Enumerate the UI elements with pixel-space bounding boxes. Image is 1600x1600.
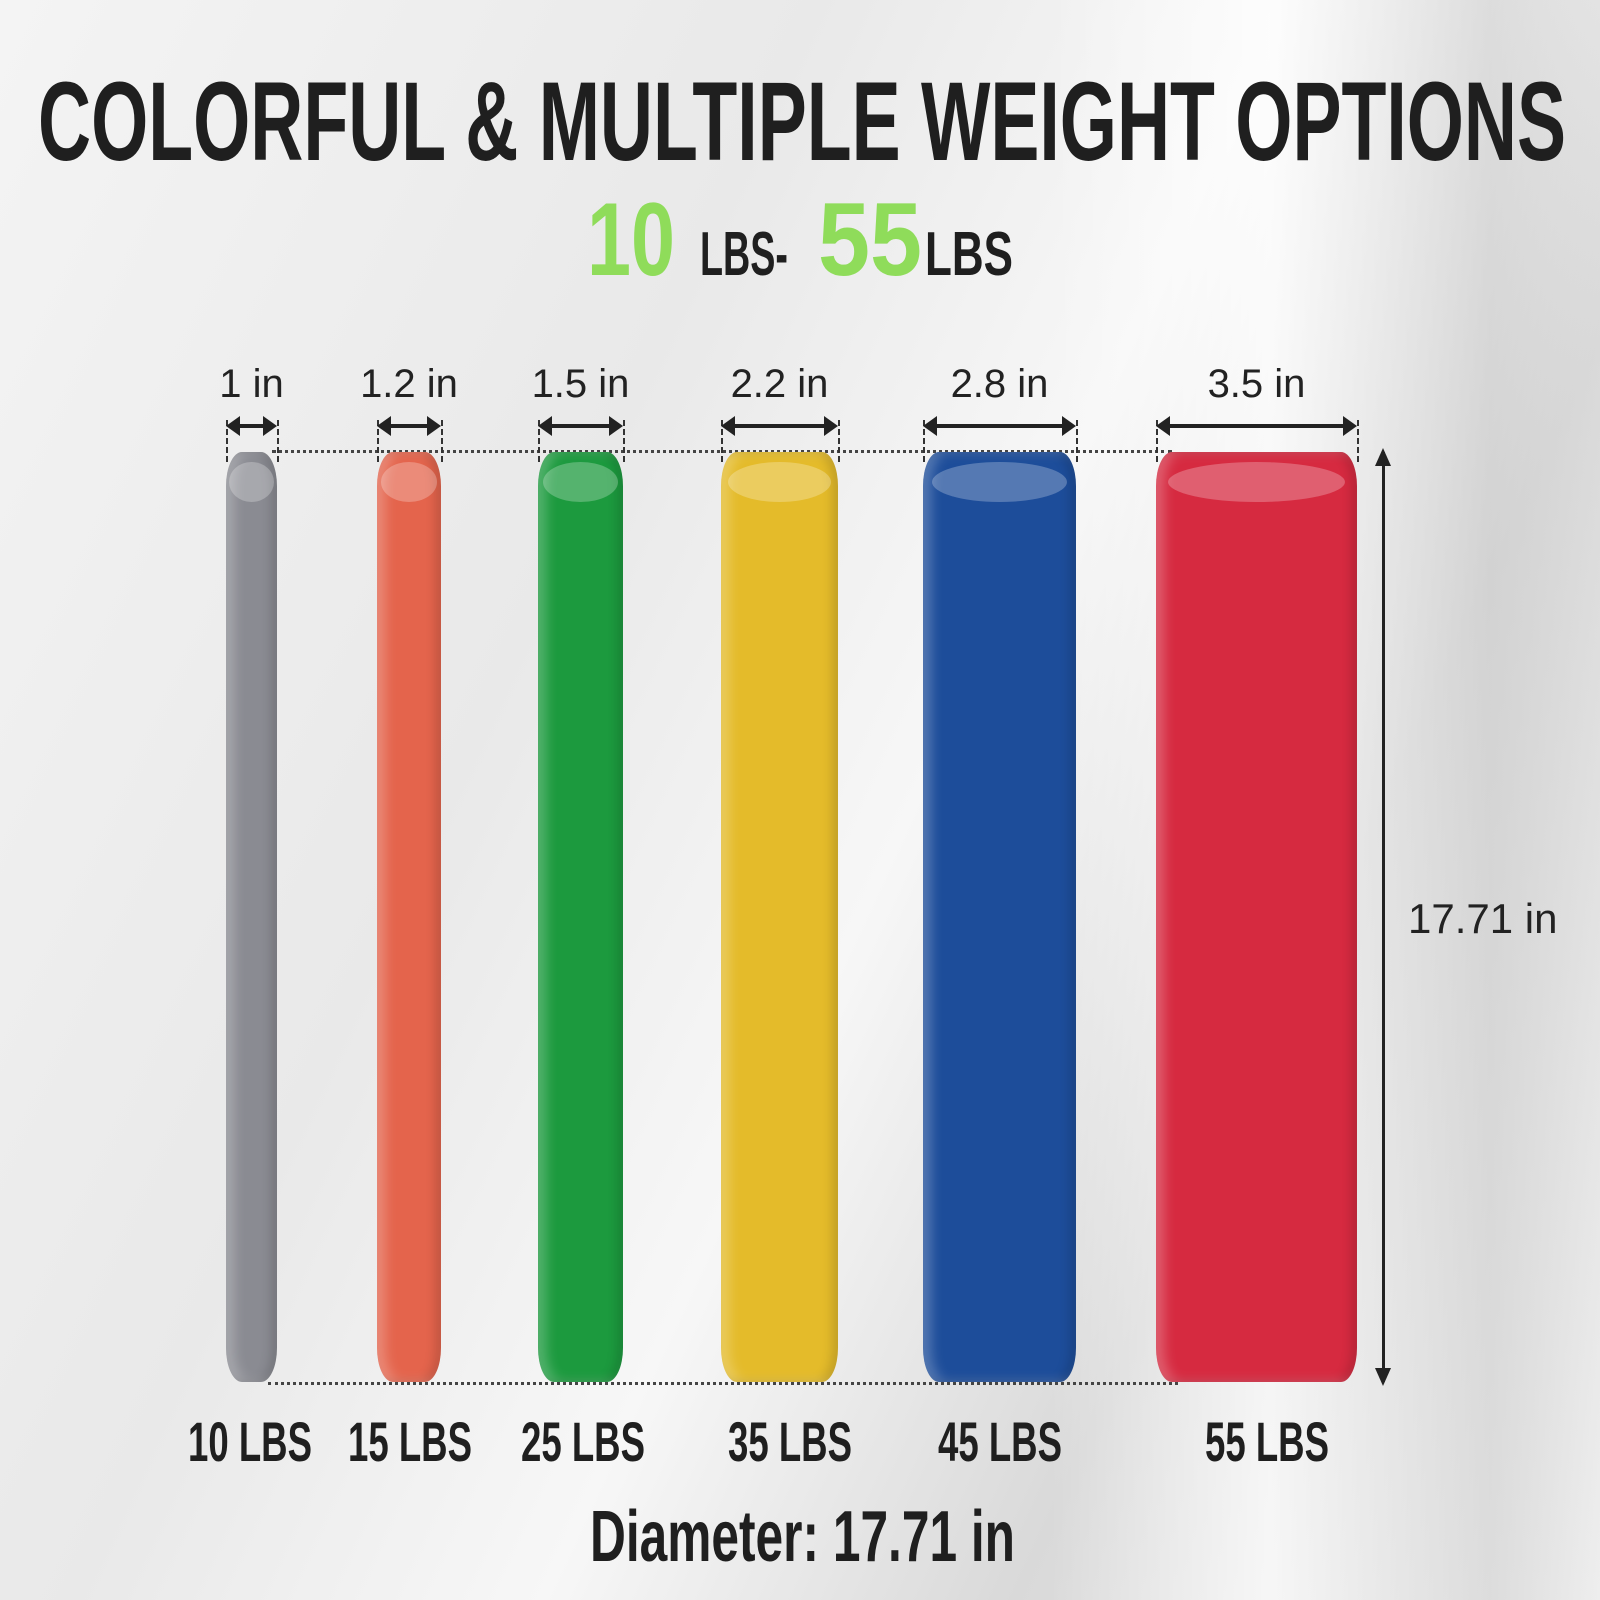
weight-plate	[721, 452, 838, 1382]
weight-label: 25 LBS	[521, 1410, 645, 1473]
thickness-guide-right	[1357, 420, 1359, 462]
thickness-guide-left	[226, 420, 228, 462]
thickness-label: 3.5 in	[1207, 362, 1306, 406]
thickness-arrow	[1156, 416, 1357, 436]
max-weight: 55	[818, 182, 922, 298]
thickness-label: 1.2 in	[360, 362, 458, 406]
weight-label: 35 LBS	[728, 1410, 852, 1473]
thickness-guide-left	[721, 420, 723, 462]
thickness-arrow	[538, 416, 623, 436]
thickness-guide-right	[441, 420, 443, 462]
thickness-guide-left	[923, 420, 925, 462]
thickness-arrow	[923, 416, 1076, 436]
min-unit: LBS-	[700, 220, 788, 289]
height-label: 17.71 in	[1408, 895, 1558, 942]
thickness-guide-left	[377, 420, 379, 462]
thickness-label: 2.8 in	[950, 362, 1049, 406]
weight-label: 45 LBS	[938, 1410, 1062, 1473]
thickness-guide-right	[623, 420, 625, 462]
thickness-label: 1.5 in	[531, 362, 630, 406]
thickness-label: 2.2 in	[730, 362, 829, 406]
thickness-guide-left	[538, 420, 540, 462]
weight-label: 15 LBS	[348, 1410, 472, 1473]
thickness-guide-right	[1076, 420, 1078, 462]
weight-plate	[538, 452, 623, 1382]
thickness-guide-right	[838, 420, 840, 462]
thickness-label: 1 in	[219, 362, 284, 406]
weight-plate	[226, 452, 277, 1382]
weight-plate	[923, 452, 1076, 1382]
max-unit: LBS	[925, 220, 1013, 289]
weight-plate	[1156, 452, 1357, 1382]
thickness-arrow	[226, 416, 277, 436]
weight-label: 10 LBS	[188, 1410, 312, 1473]
bottom-dotted-guide	[268, 1382, 1178, 1385]
thickness-arrow	[721, 416, 838, 436]
thickness-guide-right	[277, 420, 279, 462]
weight-plate	[377, 452, 441, 1382]
thickness-arrow	[377, 416, 441, 436]
thickness-guide-left	[1156, 420, 1158, 462]
diameter-label: Diameter: 17.71 in	[590, 1497, 1015, 1577]
min-weight: 10	[587, 182, 675, 298]
height-arrow	[1375, 448, 1391, 1386]
